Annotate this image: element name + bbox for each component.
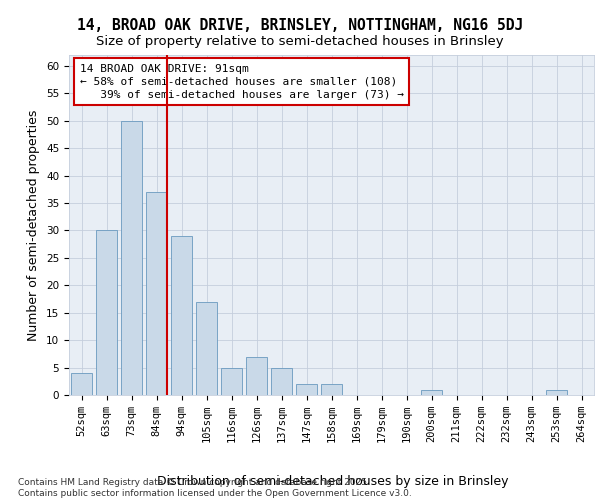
Text: Distribution of semi-detached houses by size in Brinsley: Distribution of semi-detached houses by … bbox=[157, 474, 509, 488]
Text: 14, BROAD OAK DRIVE, BRINSLEY, NOTTINGHAM, NG16 5DJ: 14, BROAD OAK DRIVE, BRINSLEY, NOTTINGHA… bbox=[77, 18, 523, 32]
Bar bbox=[171, 236, 192, 395]
Bar bbox=[246, 356, 267, 395]
Bar bbox=[321, 384, 342, 395]
Bar bbox=[121, 121, 142, 395]
Bar bbox=[546, 390, 567, 395]
Bar bbox=[271, 368, 292, 395]
Bar bbox=[71, 373, 92, 395]
Text: 14 BROAD OAK DRIVE: 91sqm
← 58% of semi-detached houses are smaller (108)
   39%: 14 BROAD OAK DRIVE: 91sqm ← 58% of semi-… bbox=[79, 64, 404, 100]
Y-axis label: Number of semi-detached properties: Number of semi-detached properties bbox=[28, 110, 40, 340]
Bar bbox=[96, 230, 117, 395]
Bar bbox=[296, 384, 317, 395]
Bar bbox=[146, 192, 167, 395]
Text: Size of property relative to semi-detached houses in Brinsley: Size of property relative to semi-detach… bbox=[96, 35, 504, 48]
Bar bbox=[421, 390, 442, 395]
Bar bbox=[196, 302, 217, 395]
Bar bbox=[221, 368, 242, 395]
Text: Contains HM Land Registry data © Crown copyright and database right 2025.
Contai: Contains HM Land Registry data © Crown c… bbox=[18, 478, 412, 498]
